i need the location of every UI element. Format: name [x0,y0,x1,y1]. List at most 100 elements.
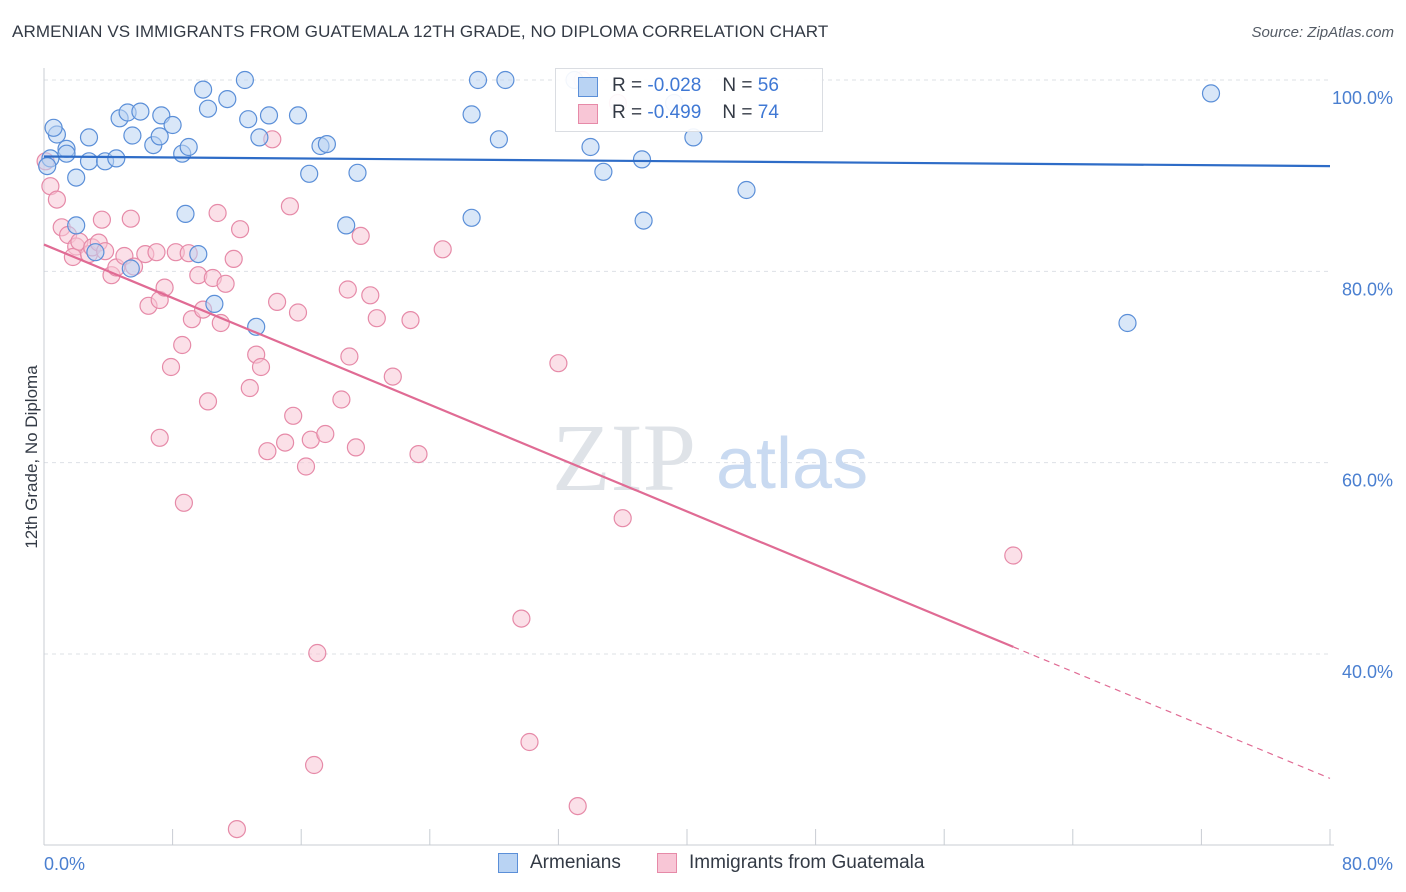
point-guatemala [346,438,365,457]
point-armenian [189,245,208,264]
point-guatemala [284,406,303,425]
point-armenian [489,130,508,149]
point-guatemala [520,732,539,752]
point-armenian [179,137,198,157]
legend-n-label: N = [722,102,753,123]
point-armenian [737,180,756,200]
trend-line-guatemala-solid [43,243,1014,648]
point-armenian [194,80,213,99]
point-armenian [632,150,652,169]
point-armenian [57,144,76,163]
point-armenian [239,110,258,129]
point-armenian [250,128,269,147]
trend-line-armenians-solid [43,155,1331,168]
point-armenian [107,149,126,168]
bottom-legend-swatch-guatemala [657,853,677,873]
grid-lines [44,79,1330,655]
point-armenian [163,115,182,135]
point-armenian [1118,313,1137,333]
point-guatemala [512,609,531,628]
legend-r-value: -0.028 [647,75,702,96]
point-guatemala [92,210,112,229]
point-guatemala [251,357,271,377]
point-armenian [44,118,63,137]
point-guatemala [240,378,259,398]
point-guatemala [568,796,587,816]
point-guatemala [351,226,370,245]
point-guatemala [150,428,169,447]
point-guatemala [549,354,568,373]
point-armenian [317,135,336,154]
legend-text-guatemala: R = -0.499 N = 74 [612,102,779,124]
point-guatemala [121,209,140,228]
point-guatemala [224,249,243,268]
legend-n-value: 74 [757,102,779,123]
point-guatemala [47,190,67,209]
point-armenian [259,106,279,125]
point-armenian [123,126,142,145]
point-guatemala [401,311,420,330]
point-guatemala [361,286,380,305]
correlation-legend: R = -0.028 N = 56 R = -0.499 N = 74 [555,68,823,132]
point-guatemala [276,433,295,452]
legend-n-value: 56 [757,75,779,96]
point-guatemala [227,819,246,839]
point-guatemala [198,392,218,411]
point-guatemala [433,240,452,259]
point-guatemala [367,309,386,328]
y-tick-label: 100.0% [1332,88,1393,108]
point-guatemala [288,303,308,322]
point-guatemala [409,445,428,464]
point-armenian [67,168,86,187]
point-armenian [468,70,488,90]
x-tick-label: 80.0% [1342,854,1393,874]
point-guatemala [208,203,227,223]
point-armenian [198,99,218,118]
point-guatemala [147,243,166,262]
tick-labels: 100.0% 80.0% 60.0% 40.0% 0.0% 80.0% [44,88,1393,874]
point-armenian [581,137,600,157]
point-guatemala [174,493,193,512]
point-guatemala [383,367,402,386]
y-axis-label: 12th Grade, No Diploma [22,365,41,549]
point-armenian [300,164,319,183]
point-guatemala [268,292,287,311]
point-guatemala [173,335,192,355]
point-armenian [1201,84,1221,103]
bottom-legend-label-guatemala: Immigrants from Guatemala [689,852,925,873]
point-armenian [67,216,86,235]
point-guatemala [280,197,299,216]
point-armenian [121,259,140,278]
point-armenian [496,70,515,90]
point-guatemala [308,643,327,663]
point-armenian [131,102,150,121]
y-tick-label: 80.0% [1342,279,1393,299]
bottom-legend-label-armenians: Armenians [530,852,621,873]
trend-line-guatemala-dashed [1013,646,1331,779]
bottom-legend-swatch-armenians [498,853,518,873]
point-armenian [218,89,237,109]
legend-r-value: -0.499 [647,102,702,123]
point-armenian [205,294,224,313]
axes [43,68,1334,846]
point-armenian [86,243,105,262]
point-armenian [38,157,57,176]
chart-source: Source: ZipAtlas.com [1251,24,1394,41]
point-armenian [176,204,195,223]
point-guatemala [340,347,359,366]
legend-r-label: R = [612,75,643,96]
point-guatemala [316,424,335,444]
point-armenian [594,162,613,181]
series-armenians-points [38,70,1221,336]
point-armenian [79,128,99,147]
point-guatemala [305,755,324,775]
legend-swatch-armenians [578,77,598,97]
point-armenian [337,216,356,235]
series-guatemala-points [36,70,1023,839]
point-armenian [150,127,169,146]
y-tick-label: 60.0% [1342,471,1393,491]
point-armenian [462,208,481,227]
watermark-zip: ZIP [552,404,696,511]
point-guatemala [332,390,351,409]
